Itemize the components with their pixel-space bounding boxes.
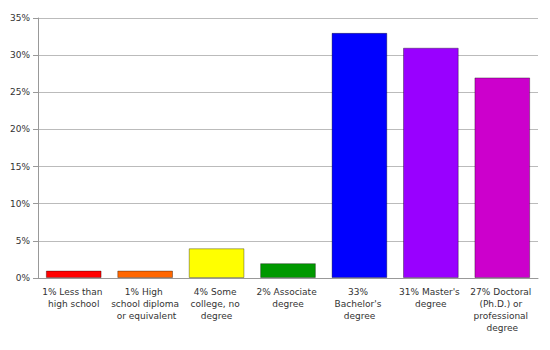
svg-text:0%: 0%: [16, 273, 31, 283]
svg-text:degree: degree: [344, 311, 376, 321]
svg-text:35%: 35%: [10, 13, 30, 23]
svg-text:5%: 5%: [16, 236, 31, 246]
svg-text:degree: degree: [487, 323, 519, 333]
svg-text:1% Less than: 1% Less than: [42, 287, 105, 297]
svg-text:31% Master's: 31% Master's: [399, 287, 463, 297]
svg-text:degree: degree: [201, 311, 233, 321]
svg-text:33%: 33%: [348, 287, 371, 297]
svg-text:or equivalent: or equivalent: [114, 311, 177, 321]
svg-text:(Ph.D.) or: (Ph.D.) or: [479, 299, 525, 309]
svg-text:2% Associate: 2% Associate: [256, 287, 319, 297]
svg-text:20%: 20%: [10, 124, 30, 134]
svg-text:10%: 10%: [10, 199, 30, 209]
svg-text:30%: 30%: [10, 50, 30, 60]
svg-text:25%: 25%: [10, 87, 30, 97]
svg-text:15%: 15%: [10, 162, 30, 172]
svg-text:Bachelor's: Bachelor's: [335, 299, 385, 309]
svg-text:degree: degree: [272, 299, 304, 309]
svg-text:1% High: 1% High: [125, 287, 166, 297]
svg-text:college, no: college, no: [191, 299, 243, 309]
svg-text:27% Doctoral: 27% Doctoral: [470, 287, 534, 297]
svg-text:school diploma: school diploma: [111, 299, 179, 309]
svg-text:4% Some: 4% Some: [194, 287, 240, 297]
svg-text:professional: professional: [474, 311, 531, 321]
svg-text:degree: degree: [415, 299, 447, 309]
svg-text:high school: high school: [48, 299, 99, 309]
